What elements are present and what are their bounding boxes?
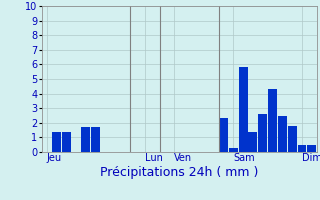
Bar xyxy=(62,132,71,152)
Bar xyxy=(298,145,307,152)
Bar xyxy=(258,114,267,152)
Bar xyxy=(52,132,61,152)
Bar xyxy=(268,89,277,152)
Bar xyxy=(219,118,228,152)
Bar xyxy=(81,127,90,152)
Bar xyxy=(249,132,257,152)
Bar xyxy=(229,148,238,152)
Bar xyxy=(288,126,297,152)
X-axis label: Précipitations 24h ( mm ): Précipitations 24h ( mm ) xyxy=(100,166,258,179)
Bar xyxy=(308,145,316,152)
Bar xyxy=(239,67,247,152)
Bar xyxy=(91,127,100,152)
Bar xyxy=(278,116,287,152)
